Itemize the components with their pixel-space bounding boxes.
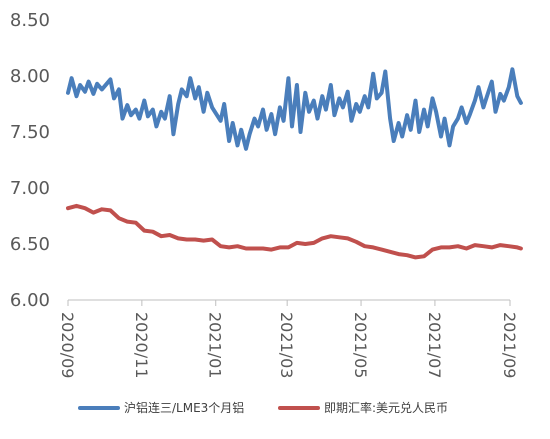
x-tick-label: 2021/09 [500, 312, 519, 378]
legend-label-1: 沪铝连三/LME3个月铝 [124, 400, 244, 415]
y-tick-label: 8.00 [10, 66, 50, 87]
x-tick-label: 2021/01 [206, 312, 225, 378]
y-tick-label: 6.00 [10, 290, 50, 311]
y-tick-label: 6.50 [10, 234, 50, 255]
series-line-1 [66, 67, 523, 151]
y-tick-label: 7.00 [10, 178, 50, 199]
series-line-2 [66, 203, 523, 260]
x-tick-label: 2021/03 [277, 312, 296, 378]
y-tick-label: 8.50 [10, 10, 50, 31]
legend-label-2: 即期汇率:美元兑人民币 [324, 400, 448, 415]
x-tick-label: 2020/09 [58, 312, 77, 378]
plot-area [66, 67, 523, 306]
y-axis-labels: 8.50 8.00 7.50 7.00 6.50 6.00 [10, 10, 50, 311]
x-tick-label: 2021/05 [351, 312, 370, 378]
legend: 沪铝连三/LME3个月铝 即期汇率:美元兑人民币 [78, 400, 448, 415]
x-tick-label: 2020/11 [132, 312, 151, 378]
x-axis-ticks [67, 300, 511, 306]
x-tick-label: 2021/07 [425, 312, 444, 378]
y-tick-label: 7.50 [10, 122, 50, 143]
series-lines [66, 67, 523, 260]
x-axis-labels: 2020/09 2020/11 2021/01 2021/03 2021/05 2021/… [58, 312, 519, 378]
